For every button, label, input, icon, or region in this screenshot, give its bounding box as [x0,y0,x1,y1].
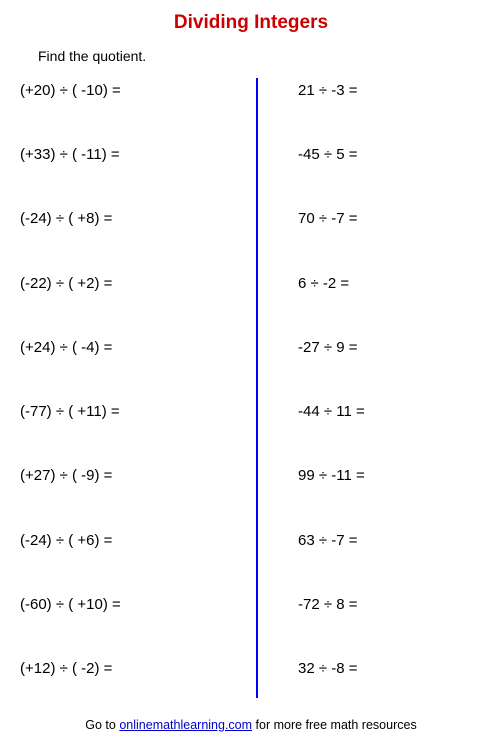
problem-item: 63 ÷ -7 = [298,532,484,550]
problem-item: (+12) ÷ ( -2) = [20,660,256,678]
footer-suffix: for more free math resources [252,718,417,732]
left-column: (+20) ÷ ( -10) = (+33) ÷ ( -11) = (-24) … [18,78,256,698]
problem-item: (-77) ÷ ( +11) = [20,403,256,421]
footer-prefix: Go to [85,718,119,732]
problem-item: -45 ÷ 5 = [298,146,484,164]
problem-item: (-60) ÷ ( +10) = [20,596,256,614]
problem-item: (+20) ÷ ( -10) = [20,82,256,100]
problem-item: (-24) ÷ ( +8) = [20,210,256,228]
problem-item: (+33) ÷ ( -11) = [20,146,256,164]
problem-item: -72 ÷ 8 = [298,596,484,614]
problem-item: -27 ÷ 9 = [298,339,484,357]
problem-item: 99 ÷ -11 = [298,467,484,485]
worksheet-grid: (+20) ÷ ( -10) = (+33) ÷ ( -11) = (-24) … [18,78,484,698]
instruction-text: Find the quotient. [38,48,484,64]
problem-item: 70 ÷ -7 = [298,210,484,228]
problem-item: 32 ÷ -8 = [298,660,484,678]
footer: Go to onlinemathlearning.com for more fr… [0,718,502,732]
problem-item: (+24) ÷ ( -4) = [20,339,256,357]
problem-item: 21 ÷ -3 = [298,82,484,100]
right-column: 21 ÷ -3 = -45 ÷ 5 = 70 ÷ -7 = 6 ÷ -2 = -… [258,78,484,698]
page-title: Dividing Integers [18,12,484,34]
problem-item: (-22) ÷ ( +2) = [20,275,256,293]
footer-link[interactable]: onlinemathlearning.com [119,718,252,732]
problem-item: (+27) ÷ ( -9) = [20,467,256,485]
problem-item: -44 ÷ 11 = [298,403,484,421]
problem-item: 6 ÷ -2 = [298,275,484,293]
problem-item: (-24) ÷ ( +6) = [20,532,256,550]
